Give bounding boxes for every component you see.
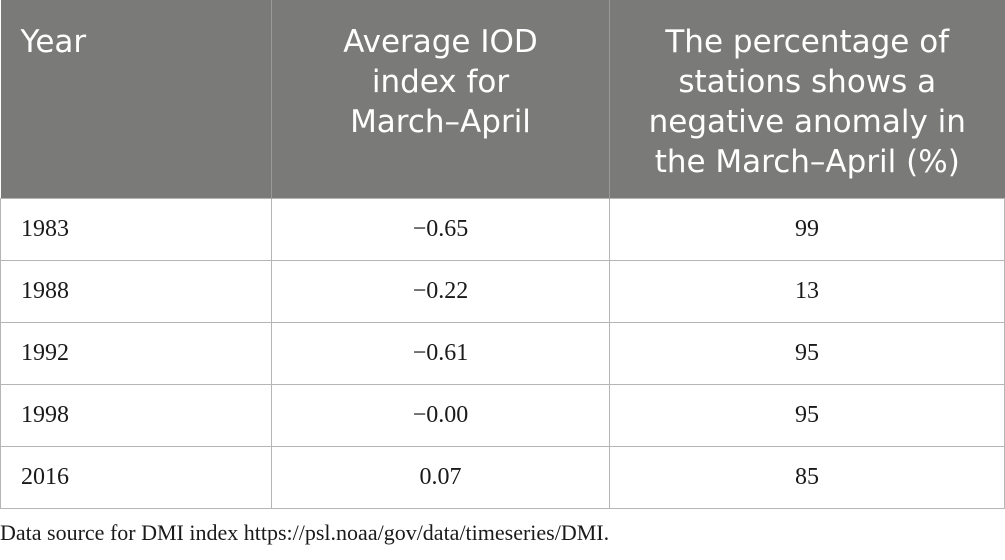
header-row: Year Average IOD index for March–April T…: [0, 0, 1005, 199]
cell-year: 1998: [0, 384, 272, 447]
cell-percentage: 95: [609, 384, 1005, 447]
header-percentage-stations: The percentage of stations shows a negat…: [609, 0, 1005, 199]
cell-iod: −0.00: [271, 384, 610, 447]
cell-percentage: 95: [609, 322, 1005, 385]
cell-iod: 0.07: [271, 446, 610, 509]
header-iod-line-3: March–April: [350, 104, 531, 140]
cell-iod: −0.22: [271, 260, 610, 323]
table-header: Year Average IOD index for March–April T…: [0, 0, 1005, 199]
cell-iod: −0.65: [271, 198, 610, 261]
cell-year: 2016: [0, 446, 272, 509]
header-year-line: Year: [20, 24, 87, 60]
table-row: 1992 −0.61 95: [0, 322, 1005, 385]
cell-percentage: 85: [609, 446, 1005, 509]
table-footnote: Data source for DMI index https://psl.no…: [0, 520, 610, 545]
header-iod-line-1: Average IOD: [343, 24, 538, 60]
table-row: 1998 −0.00 95: [0, 384, 1005, 447]
table-row: 1983 −0.65 99: [0, 198, 1005, 261]
header-pct-line-2: stations shows a: [678, 64, 937, 100]
table-row: 1988 −0.22 13: [0, 260, 1005, 323]
header-average-iod: Average IOD index for March–April: [271, 0, 610, 199]
header-pct-line-3: negative anomaly in: [648, 104, 966, 140]
cell-percentage: 13: [609, 260, 1005, 323]
cell-year: 1992: [0, 322, 272, 385]
iod-anomaly-table: Year Average IOD index for March–April T…: [0, 0, 1005, 509]
cell-iod: −0.61: [271, 322, 610, 385]
cell-percentage: 99: [609, 198, 1005, 261]
header-iod-line-2: index for: [371, 64, 510, 100]
cell-year: 1988: [0, 260, 272, 323]
table-row: 2016 0.07 85: [0, 446, 1005, 509]
table-body: 1983 −0.65 99 1988 −0.22 13 1992 −0.61 9…: [0, 198, 1005, 509]
header-year: Year: [0, 0, 272, 199]
data-table-container: Year Average IOD index for March–April T…: [0, 0, 1005, 509]
header-pct-line-4: the March–April (%): [654, 144, 960, 180]
header-pct-line-1: The percentage of: [665, 24, 950, 60]
cell-year: 1983: [0, 198, 272, 261]
